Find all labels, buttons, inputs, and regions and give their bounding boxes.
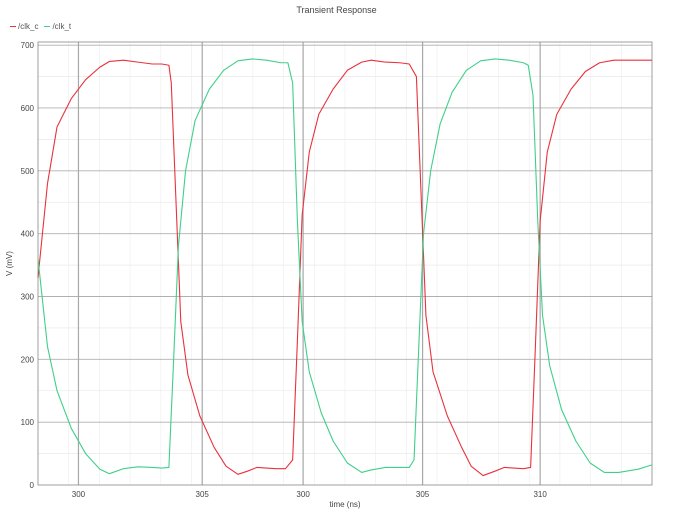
series-line-clk-t — [37, 58, 653, 475]
y-tick-label: 200 — [21, 355, 35, 364]
legend-label-clk-t: /clk_t — [52, 22, 72, 31]
legend-swatch-clk-t — [44, 26, 51, 27]
y-tick-label: 500 — [21, 167, 35, 176]
series-line-clk-c — [37, 59, 652, 477]
x-tick-label: 300 — [296, 490, 310, 499]
y-tick-label: 700 — [21, 41, 35, 50]
grid-minor — [38, 42, 652, 485]
x-tick-label: 305 — [416, 490, 430, 499]
y-tick-label: 600 — [21, 104, 35, 113]
y-tick-label: 0 — [30, 481, 35, 490]
y-tick-label: 300 — [21, 292, 35, 301]
y-tick-labels: 0 100 200 300 400 500 600 700 — [21, 41, 35, 490]
legend-entry-clk-c: /clk_c — [10, 22, 38, 31]
y-axis-label: V (mV) — [5, 251, 14, 276]
legend-entry-clk-t: /clk_t — [44, 22, 71, 31]
x-tick-label: 310 — [533, 490, 547, 499]
legend-label-clk-c: /clk_c — [18, 22, 39, 31]
x-axis-label: time (ns) — [329, 500, 360, 509]
x-tick-labels: 300 305 300 305 310 — [72, 490, 548, 499]
series-layer — [37, 58, 653, 477]
y-tick-label: 100 — [21, 418, 35, 427]
legend: /clk_c /clk_t — [10, 22, 71, 31]
grid-major — [38, 42, 652, 485]
x-tick-label: 300 — [72, 490, 86, 499]
chart-title: Transient Response — [296, 5, 377, 15]
legend-swatch-clk-c — [10, 26, 16, 27]
x-tick-label: 305 — [196, 490, 210, 499]
y-tick-label: 400 — [21, 230, 35, 239]
